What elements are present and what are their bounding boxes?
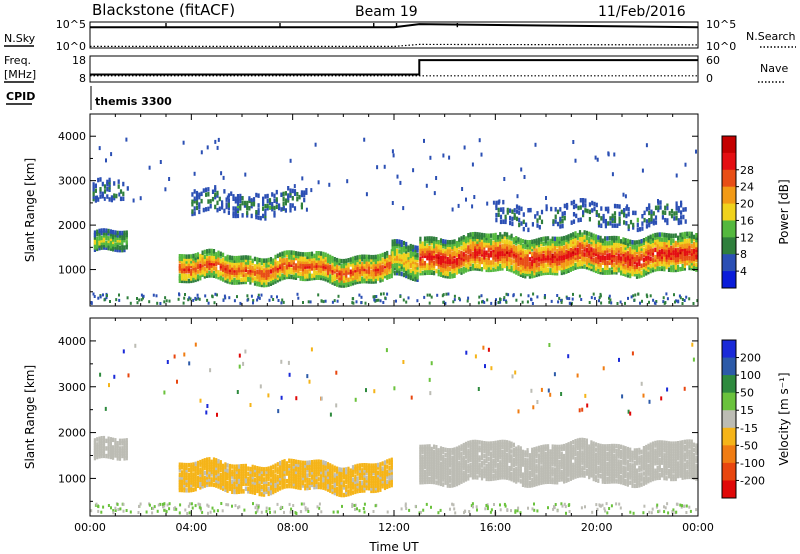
y-tick-label: 2000 [58,427,86,440]
noise-panel [89,21,699,49]
nsky-label: N.Sky [4,32,36,45]
colorbar-swatch [722,427,736,446]
colorbar-swatch [722,237,736,255]
freq-line [90,59,698,76]
noise-tick-top-left: 10^5 [56,18,86,31]
colorbar-swatch [722,462,736,481]
y-axis-label: Slant Range [km] [23,365,37,469]
colorbar-swatch [722,186,736,205]
colorbar-swatch [722,445,736,464]
colorbar-tick-label: 24 [740,181,754,194]
x-tick-label: 00:00 [74,521,106,534]
colorbar-swatch [722,203,736,221]
noise-lines [90,23,699,48]
y-tick-label: 3000 [58,381,86,394]
colorbar-tick-label: -15 [740,422,758,435]
colorbar-tick-label: 8 [740,248,747,261]
y-tick-label: 2000 [58,219,86,232]
date-title: 11/Feb/2016 [598,4,686,20]
power-panel: 1000 2000 3000 4000 Slant Range [km] 4 8 12 16 20… [23,113,791,307]
echo-cells [90,342,698,515]
colorbar-tick-label: 28 [740,164,754,177]
x-tick-label: 08:00 [277,521,309,534]
x-tick-label: 04:00 [175,521,207,534]
colorbar-tick-label: 200 [740,352,761,365]
colorbar-tick-label: 15 [740,404,754,417]
colorbar-swatch [722,169,736,188]
nsearch-line [90,43,699,48]
freq-tick-top-left: 18 [72,54,86,67]
colorbar-swatch [722,220,736,238]
y-tick-label: 4000 [58,335,86,348]
y-tick-label: 1000 [58,472,86,485]
colorbar-swatch [722,410,736,429]
colorbar-swatch [722,152,736,171]
noise-tick-top-right: 10^5 [706,18,736,31]
colorbar-frame [721,339,737,499]
colorbar-tick-label: -50 [740,439,758,452]
freq-label-line1: Freq. [4,54,31,67]
freq-panel [89,55,699,83]
colorbar-label: Velocity [m s⁻¹] [777,372,791,465]
colorbar-swatch [722,340,736,359]
colorbar-tick-label: -100 [740,457,765,470]
freq-lines [90,59,698,77]
colorbar-swatch [722,357,736,376]
x-tick-label: 00:00 [682,521,714,534]
colorbar-label: Power [dB] [777,179,791,244]
freq-tick-top-right: 60 [706,54,720,67]
nsky-line [90,23,699,29]
x-tick-label: 20:00 [581,521,613,534]
freq-tick-bottom-right: 0 [706,72,713,85]
colorbar-swatch [722,375,736,394]
nave-label: Nave [760,62,788,75]
colorbar-tick-label: -200 [740,474,765,487]
noise-tick-bottom-left: 10^0 [56,40,86,53]
echo-cells [90,137,699,305]
freq-tick-bottom-left: 8 [79,72,86,85]
beam-title: Beam 19 [355,4,418,20]
colorbar-swatch [722,480,736,499]
colorbar-swatch [722,254,736,272]
colorbar-swatch [722,392,736,411]
y-tick-label: 4000 [58,130,86,143]
x-tick-label: 16:00 [479,521,511,534]
y-axis-label: Slant Range [km] [23,158,37,262]
freq-label-line2: [MHz] [4,68,36,81]
cpid-label: CPID [6,90,35,103]
velocity-panel: 1000 2000 3000 4000 00:00 04:00 08:00 12:00 16:0… [23,317,791,534]
colorbar-tick-label: 50 [740,387,754,400]
colorbar-tick-label: 16 [740,214,754,227]
colorbar-tick-label: 12 [740,231,754,244]
y-tick-label: 1000 [58,264,86,277]
program-label: themis 3300 [95,95,172,108]
noise-tick-bottom-right: 10^0 [706,40,736,53]
colorbar-tick-label: 20 [740,198,754,211]
x-tick-label: 12:00 [378,521,410,534]
x-axis-label: Time UT [368,540,419,554]
y-tick-label: 3000 [58,175,86,188]
colorbar-frame [721,135,737,289]
colorbar-swatch [722,271,736,289]
colorbar-swatch [722,136,736,154]
colorbar-tick-label: 4 [740,265,747,278]
nsearch-label: N.Search [746,30,796,43]
colorbar-tick-label: 100 [740,369,761,382]
station-title: Blackstone (fitACF) [92,1,235,19]
